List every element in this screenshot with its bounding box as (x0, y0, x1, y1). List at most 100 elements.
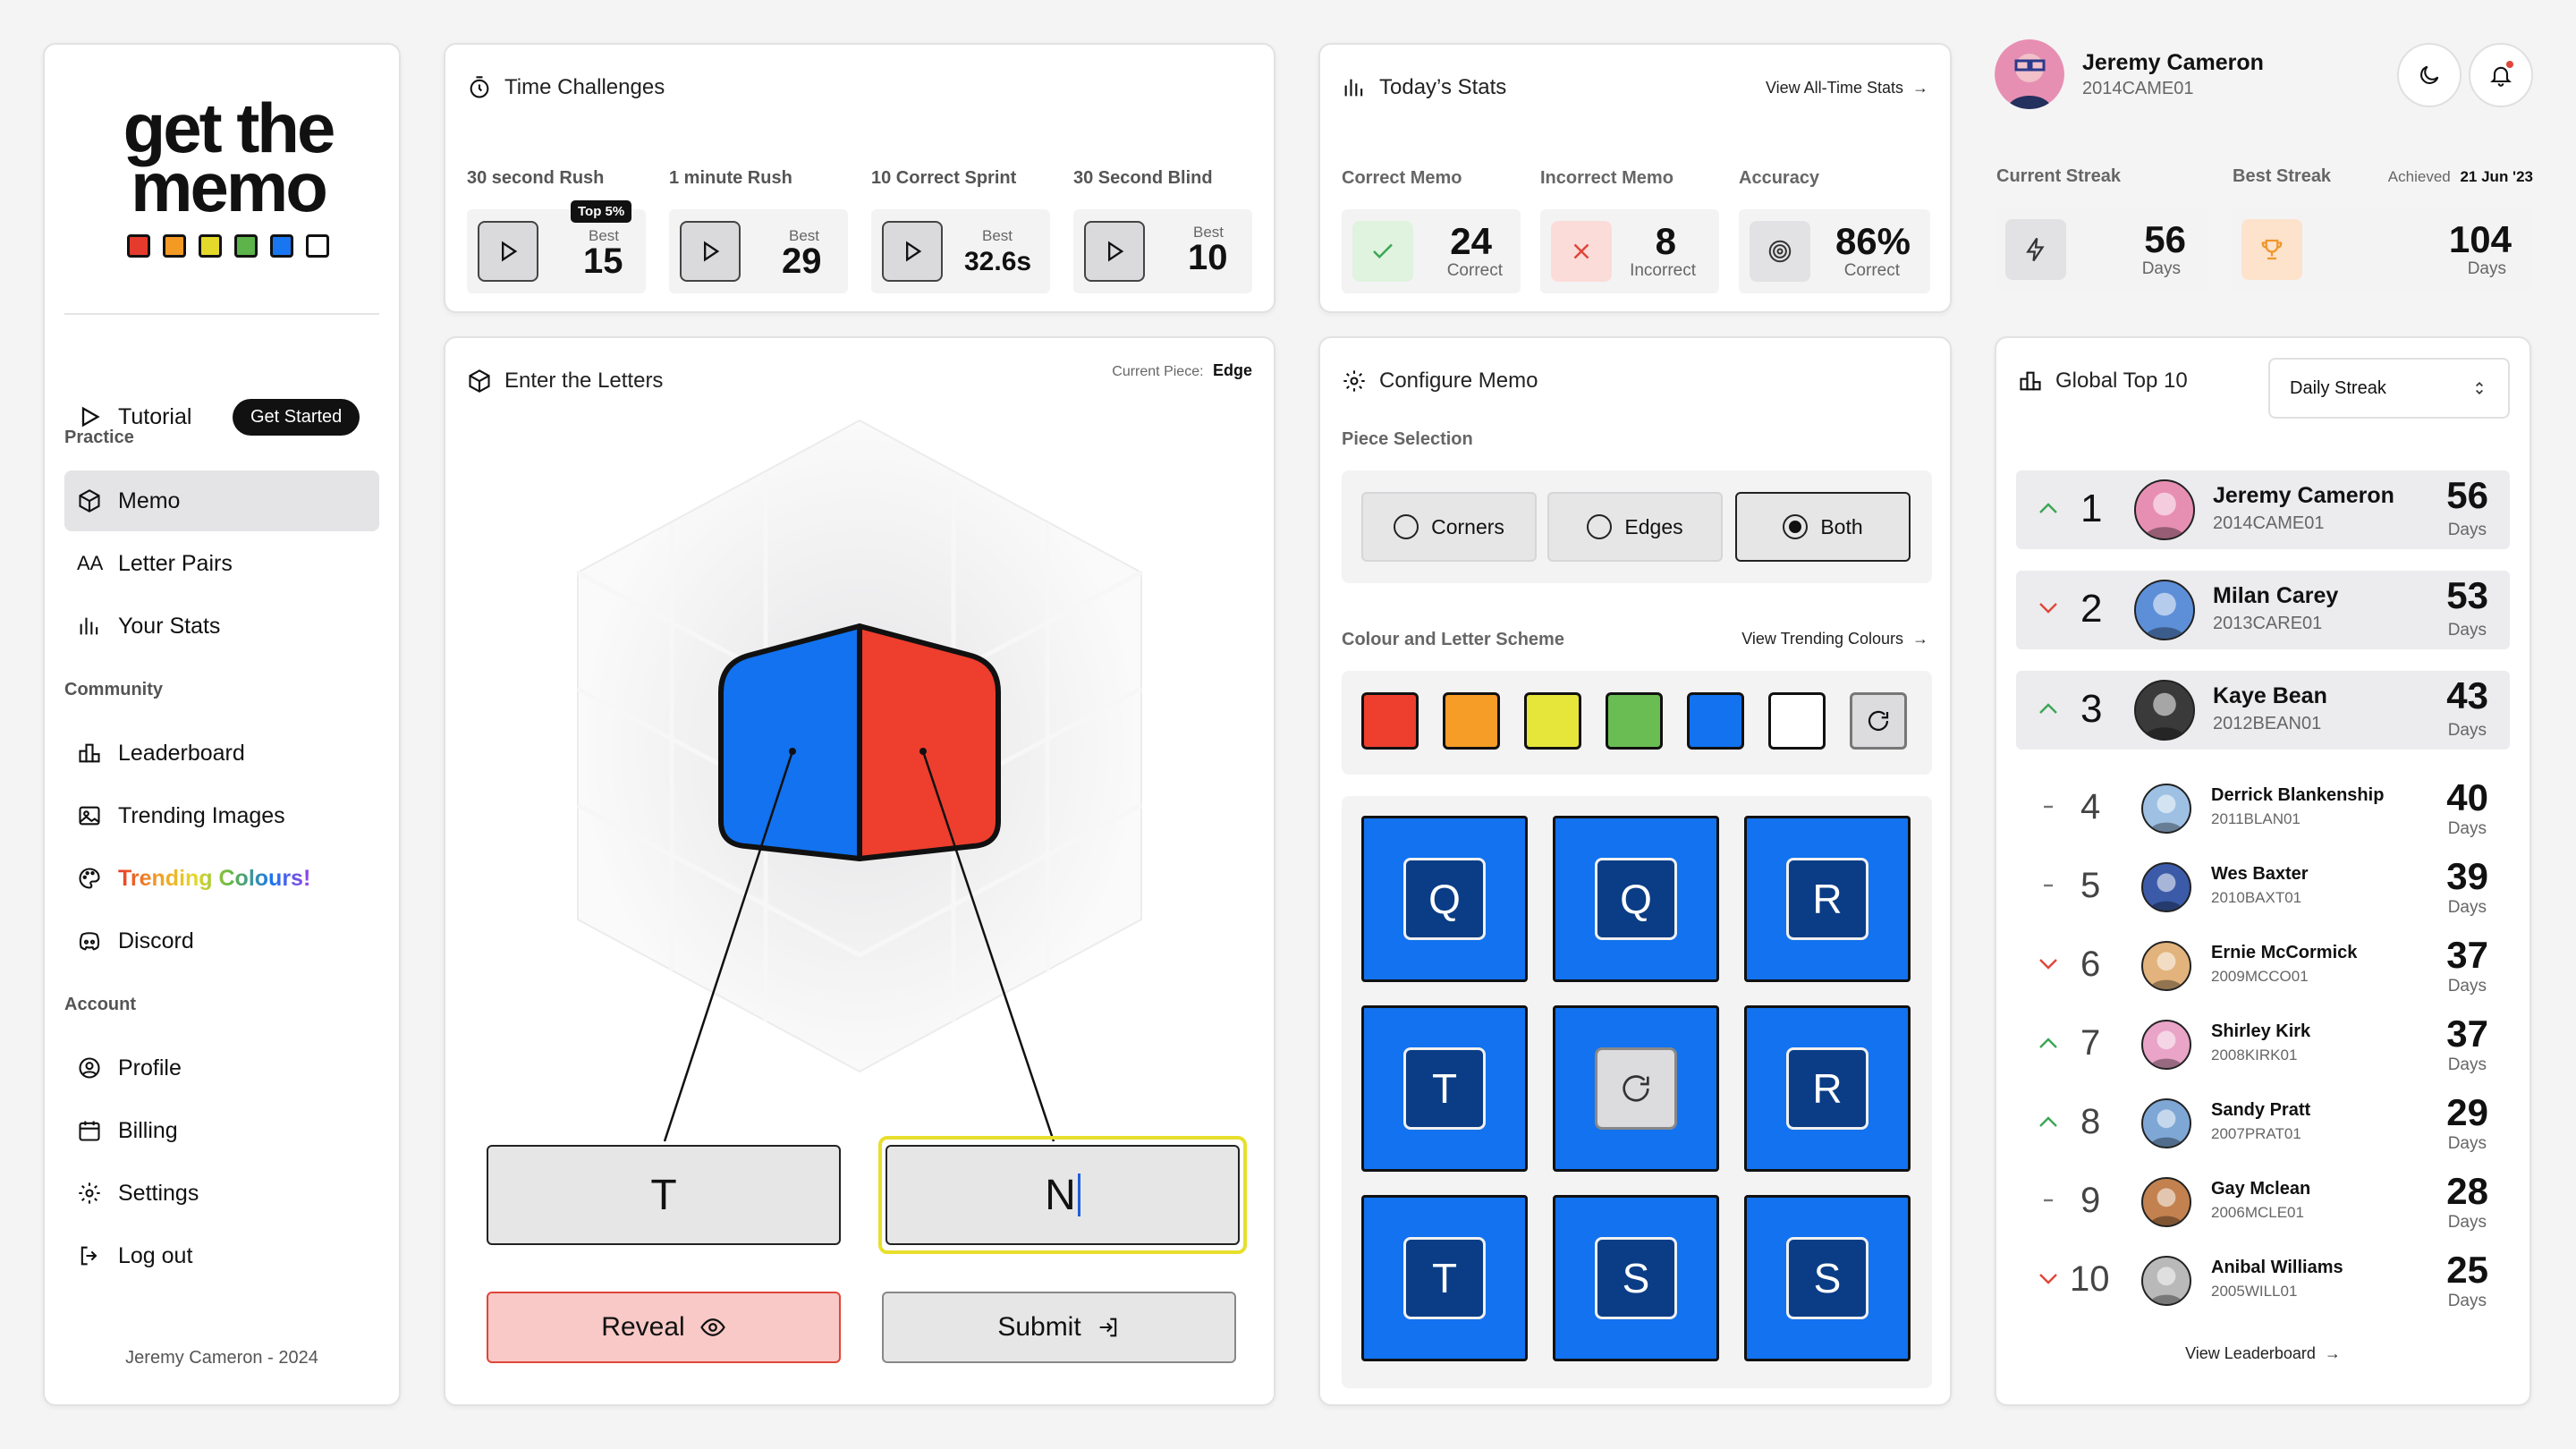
face-cell[interactable]: Q (1553, 816, 1719, 982)
face-letter: T (1403, 1237, 1486, 1319)
option-corners[interactable]: Corners (1361, 492, 1537, 562)
leaderboard-row[interactable]: 8 Sandy Pratt 2007PRAT01 29 Days (2016, 1088, 2510, 1159)
rotate-face-button[interactable] (1595, 1047, 1677, 1130)
face-letter: R (1786, 858, 1868, 940)
swatch-blue[interactable] (1687, 692, 1744, 750)
play-challenge-button[interactable] (882, 221, 943, 282)
sidebar-item-profile[interactable]: Profile (64, 1038, 379, 1098)
reset-colours-button[interactable] (1850, 692, 1907, 750)
leaderboard-row[interactable]: 5 Wes Baxter 2010BAXT01 39 Days (2016, 852, 2510, 923)
refresh-icon (1618, 1071, 1654, 1106)
face-center-cell[interactable] (1553, 1005, 1719, 1172)
avatar[interactable] (2141, 1177, 2191, 1227)
face-cell[interactable]: T (1361, 1195, 1528, 1361)
view-leaderboard-link[interactable]: View Leaderboard → (1996, 1344, 2529, 1363)
sidebar-item-letter-pairs[interactable]: AA Letter Pairs (64, 533, 379, 594)
leaderboard-row[interactable]: 6 Ernie McCormick 2009MCCO01 37 Days (2016, 930, 2510, 1002)
sidebar-item-billing[interactable]: Billing (64, 1100, 379, 1161)
incorrect-value: 8 (1656, 220, 1676, 263)
scheme-label: Colour and Letter Scheme (1342, 630, 1564, 650)
sidebar-item-memo[interactable]: Memo (64, 470, 379, 531)
swatch-yellow[interactable] (1524, 692, 1581, 750)
sidebar-item-trending-images[interactable]: Trending Images (64, 785, 379, 846)
trend-down-icon (2038, 1272, 2059, 1290)
swatch-white[interactable] (1768, 692, 1826, 750)
avatar[interactable] (2134, 479, 2195, 540)
player-score: 43 (2446, 674, 2488, 717)
sidebar-item-your-stats[interactable]: Your Stats (64, 596, 379, 657)
face-cell[interactable]: T (1361, 1005, 1528, 1172)
play-challenge-button[interactable] (680, 221, 741, 282)
player-score: 37 (2446, 1013, 2488, 1055)
stopwatch-icon (467, 75, 492, 100)
notifications-button[interactable] (2469, 43, 2533, 107)
play-challenge-button[interactable] (1084, 221, 1145, 282)
card-title-text: Today’s Stats (1379, 75, 1506, 100)
leaderboard-row[interactable]: 7 Shirley Kirk 2008KIRK01 37 Days (2016, 1009, 2510, 1080)
leaderboard-row[interactable]: 10 Anibal Williams 2005WILL01 25 Days (2016, 1245, 2510, 1317)
player-id: 2007PRAT01 (2211, 1125, 2301, 1143)
trend-same-icon (2038, 878, 2059, 896)
leaderboard-filter-select[interactable]: Daily Streak (2268, 358, 2510, 419)
player-score: 40 (2446, 776, 2488, 819)
score-unit: Days (2448, 621, 2487, 640)
sidebar-item-discord[interactable]: Discord (64, 911, 379, 971)
avatar[interactable] (2141, 1098, 2191, 1148)
avatar[interactable] (2134, 580, 2195, 640)
letter-input-2[interactable]: N (886, 1145, 1240, 1245)
avatar[interactable] (2141, 862, 2191, 912)
text-cursor (1078, 1174, 1080, 1216)
theme-toggle-button[interactable] (2397, 43, 2462, 107)
card-title-text: Time Challenges (504, 75, 665, 100)
face-cell[interactable]: Q (1361, 816, 1528, 982)
trend-up-icon (2038, 1114, 2059, 1132)
card-title: Configure Memo (1342, 369, 1538, 394)
radio-indicator-selected (1783, 514, 1808, 539)
challenge-label: 10 Correct Sprint (871, 168, 1016, 189)
avatar[interactable] (2141, 784, 2191, 834)
face-cell[interactable]: R (1744, 816, 1911, 982)
leaderboard-row[interactable]: 4 Derrick Blankenship 2011BLAN01 40 Days (2016, 773, 2510, 844)
leaderboard-row[interactable]: 9 Gay Mclean 2006MCLE01 28 Days (2016, 1166, 2510, 1238)
avatar[interactable] (2141, 1020, 2191, 1070)
leaderboard-row[interactable]: 2 Milan Carey 2013CARE01 53 Days (2016, 571, 2510, 649)
avatar[interactable] (1995, 39, 2064, 109)
current-streak-value: 56 (2144, 218, 2186, 261)
face-grid: Q Q R T R T S S (1342, 796, 1932, 1388)
letter-input-1[interactable]: T (487, 1145, 841, 1245)
sidebar-item-settings[interactable]: Settings (64, 1163, 379, 1224)
avatar[interactable] (2141, 941, 2191, 991)
swatch-green[interactable] (1606, 692, 1663, 750)
option-both[interactable]: Both (1735, 492, 1911, 562)
view-trending-colours-link[interactable]: View Trending Colours → (1741, 630, 1928, 648)
sidebar-item-leaderboard[interactable]: Leaderboard (64, 723, 379, 784)
reveal-button[interactable]: Reveal (487, 1292, 841, 1363)
leaderboard-row[interactable]: 3 Kaye Bean 2012BEAN01 43 Days (2016, 671, 2510, 750)
swatch-red[interactable] (1361, 692, 1419, 750)
avatar[interactable] (2134, 680, 2195, 741)
logout-icon (77, 1243, 102, 1268)
option-edges[interactable]: Edges (1547, 492, 1723, 562)
leaderboard-row[interactable]: 1 Jeremy Cameron 2014CAME01 56 Days (2016, 470, 2510, 549)
rank-number: 4 (2080, 787, 2100, 827)
player-name: Sandy Pratt (2211, 1100, 2310, 1121)
bar-chart-icon (77, 614, 102, 639)
sidebar-item-logout[interactable]: Log out (64, 1225, 379, 1286)
play-challenge-button[interactable] (478, 221, 538, 282)
gear-icon (77, 1181, 102, 1206)
play-icon (77, 404, 102, 429)
app-logo[interactable]: get the memo (116, 98, 340, 258)
get-started-button[interactable]: Get Started (233, 399, 360, 436)
swatch-orange[interactable] (1443, 692, 1500, 750)
view-all-time-stats-link[interactable]: View All-Time Stats → (1766, 79, 1928, 97)
face-cell[interactable]: R (1744, 1005, 1911, 1172)
face-cell[interactable]: S (1553, 1195, 1719, 1361)
sidebar-item-trending-colours[interactable]: Trending Colours! (64, 848, 379, 909)
player-score: 39 (2446, 855, 2488, 898)
face-cell[interactable]: S (1744, 1195, 1911, 1361)
submit-button[interactable]: Submit (882, 1292, 1236, 1363)
avatar[interactable] (2141, 1256, 2191, 1306)
face-letter: Q (1403, 858, 1486, 940)
correct-label: Correct Memo (1342, 168, 1462, 189)
card-title: Today’s Stats (1342, 75, 1506, 100)
